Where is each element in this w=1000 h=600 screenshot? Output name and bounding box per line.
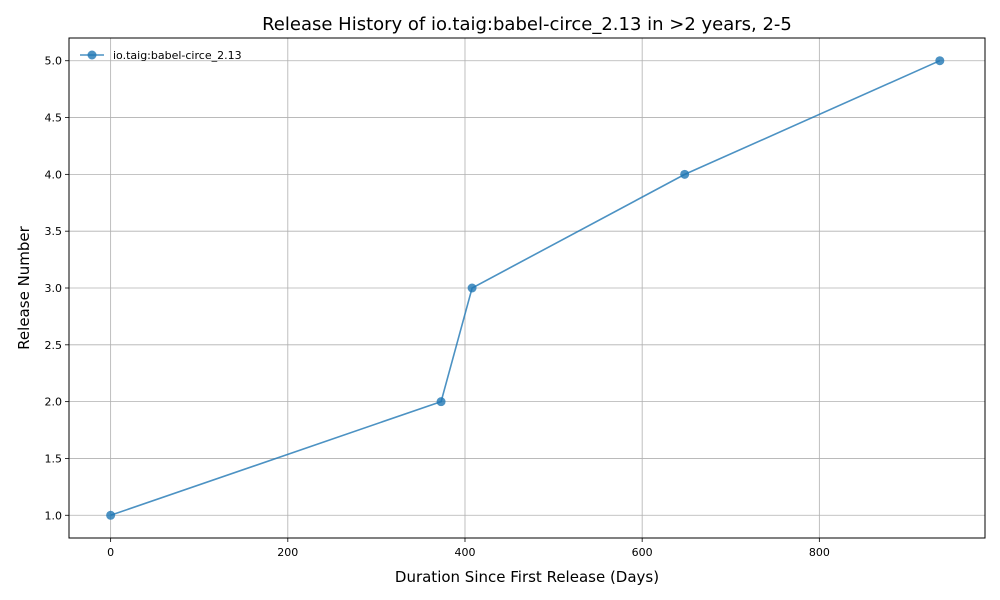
series-layer: [106, 56, 945, 520]
legend-label: io.taig:babel-circe_2.13: [113, 49, 242, 62]
y-tick-label: 1.5: [45, 452, 63, 465]
y-tick-label: 3.0: [45, 282, 63, 295]
y-tick-label: 3.5: [45, 225, 63, 238]
x-axis-title: Duration Since First Release (Days): [395, 568, 659, 586]
data-point: [935, 56, 945, 66]
x-ticks: 0 200 400 600 800: [107, 538, 830, 559]
x-tick-label: 400: [454, 546, 475, 559]
y-axis-title: Release Number: [15, 225, 33, 349]
chart-title: Release History of io.taig:babel-circe_2…: [262, 14, 792, 35]
data-point: [436, 397, 446, 407]
y-tick-label: 5.0: [45, 55, 63, 68]
legend: io.taig:babel-circe_2.13: [80, 49, 242, 62]
y-tick-label: 2.5: [45, 339, 63, 352]
data-point: [467, 283, 477, 293]
x-tick-label: 800: [809, 546, 830, 559]
y-tick-label: 1.0: [45, 509, 63, 522]
data-point: [106, 510, 116, 520]
y-tick-label: 2.0: [45, 396, 63, 409]
x-tick-label: 0: [107, 546, 114, 559]
grid: [69, 38, 985, 538]
x-tick-label: 600: [632, 546, 653, 559]
x-tick-label: 200: [277, 546, 298, 559]
data-point: [680, 169, 690, 179]
y-tick-label: 4.5: [45, 112, 63, 125]
y-ticks: 1.0 1.5 2.0 2.5 3.0 3.5 4.0 4.5 5.0: [45, 55, 69, 522]
legend-marker: [87, 50, 97, 60]
y-tick-label: 4.0: [45, 168, 63, 181]
